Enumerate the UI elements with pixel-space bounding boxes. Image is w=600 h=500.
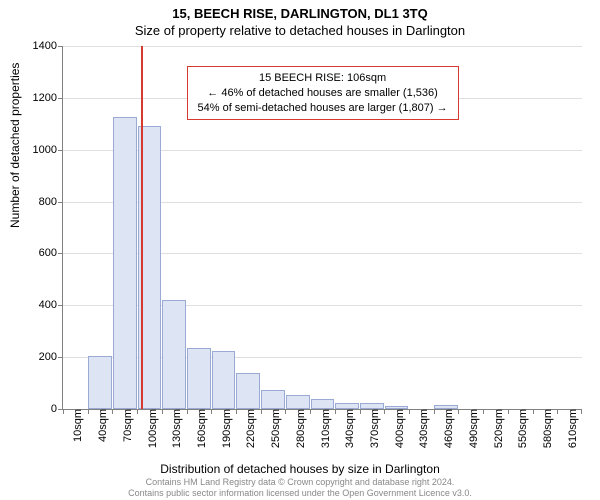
annotation-line: 15 BEECH RISE: 106sqm	[198, 71, 448, 86]
footer-attribution: Contains HM Land Registry data © Crown c…	[0, 477, 600, 498]
xtick-label: 70sqm	[116, 409, 134, 442]
annotation-line: 54% of semi-detached houses are larger (…	[198, 101, 448, 116]
footer-line-1: Contains HM Land Registry data © Crown c…	[0, 477, 600, 487]
y-axis-label: Number of detached properties	[8, 63, 22, 228]
xtick-mark	[112, 409, 113, 414]
ytick-label: 1000	[33, 144, 63, 156]
xtick-label: 190sqm	[215, 409, 233, 448]
histogram-bar	[113, 117, 137, 409]
xtick-mark	[581, 409, 582, 414]
ytick-label: 1200	[33, 92, 63, 104]
histogram-bar	[286, 395, 310, 409]
histogram-bar	[162, 300, 186, 409]
chart-wrapper: 15, BEECH RISE, DARLINGTON, DL1 3TQ Size…	[0, 0, 600, 500]
xtick-label: 40sqm	[91, 409, 109, 442]
xtick-mark	[458, 409, 459, 414]
chart-title-sub: Size of property relative to detached ho…	[0, 21, 600, 38]
xtick-label: 430sqm	[412, 409, 430, 448]
ytick-label: 800	[39, 196, 63, 208]
ytick-label: 0	[51, 403, 63, 415]
xtick-mark	[162, 409, 163, 414]
xtick-mark	[211, 409, 212, 414]
xtick-label: 610sqm	[561, 409, 579, 448]
x-axis-label: Distribution of detached houses by size …	[0, 462, 600, 476]
xtick-mark	[310, 409, 311, 414]
ytick-label: 400	[39, 299, 63, 311]
xtick-mark	[409, 409, 410, 414]
xtick-label: 490sqm	[462, 409, 480, 448]
xtick-label: 220sqm	[239, 409, 257, 448]
histogram-bar	[434, 405, 458, 409]
xtick-label: 520sqm	[487, 409, 505, 448]
xtick-label: 310sqm	[314, 409, 332, 448]
histogram-bar	[360, 403, 384, 409]
xtick-label: 250sqm	[264, 409, 282, 448]
xtick-label: 460sqm	[437, 409, 455, 448]
histogram-bar	[212, 351, 236, 409]
xtick-mark	[533, 409, 534, 414]
xtick-mark	[557, 409, 558, 414]
ytick-label: 200	[39, 351, 63, 363]
histogram-bar	[385, 406, 409, 409]
xtick-mark	[236, 409, 237, 414]
xtick-label: 370sqm	[363, 409, 381, 448]
chart-title-main: 15, BEECH RISE, DARLINGTON, DL1 3TQ	[0, 0, 600, 21]
xtick-label: 550sqm	[511, 409, 529, 448]
ytick-label: 1400	[33, 40, 63, 52]
xtick-mark	[261, 409, 262, 414]
xtick-mark	[285, 409, 286, 414]
histogram-bar	[311, 399, 335, 409]
ytick-label: 600	[39, 247, 63, 259]
xtick-label: 10sqm	[66, 409, 84, 442]
xtick-mark	[434, 409, 435, 414]
xtick-mark	[508, 409, 509, 414]
histogram-bar	[88, 356, 112, 409]
histogram-bar	[261, 390, 285, 409]
xtick-label: 340sqm	[338, 409, 356, 448]
annotation-line: ← 46% of detached houses are smaller (1,…	[198, 86, 448, 101]
xtick-mark	[88, 409, 89, 414]
xtick-label: 280sqm	[289, 409, 307, 448]
xtick-label: 400sqm	[388, 409, 406, 448]
xtick-mark	[335, 409, 336, 414]
xtick-mark	[483, 409, 484, 414]
xtick-mark	[137, 409, 138, 414]
property-marker-line	[141, 46, 143, 409]
xtick-mark	[360, 409, 361, 414]
footer-line-2: Contains public sector information licen…	[0, 488, 600, 498]
histogram-bar	[236, 373, 260, 409]
xtick-mark	[63, 409, 64, 414]
histogram-bar	[335, 403, 359, 409]
annotation-box: 15 BEECH RISE: 106sqm← 46% of detached h…	[187, 66, 459, 121]
plot-area: 020040060080010001200140010sqm40sqm70sqm…	[62, 46, 582, 410]
xtick-label: 580sqm	[536, 409, 554, 448]
xtick-label: 130sqm	[165, 409, 183, 448]
xtick-label: 160sqm	[190, 409, 208, 448]
xtick-mark	[187, 409, 188, 414]
xtick-mark	[384, 409, 385, 414]
histogram-bar	[187, 348, 211, 409]
xtick-label: 100sqm	[141, 409, 159, 448]
